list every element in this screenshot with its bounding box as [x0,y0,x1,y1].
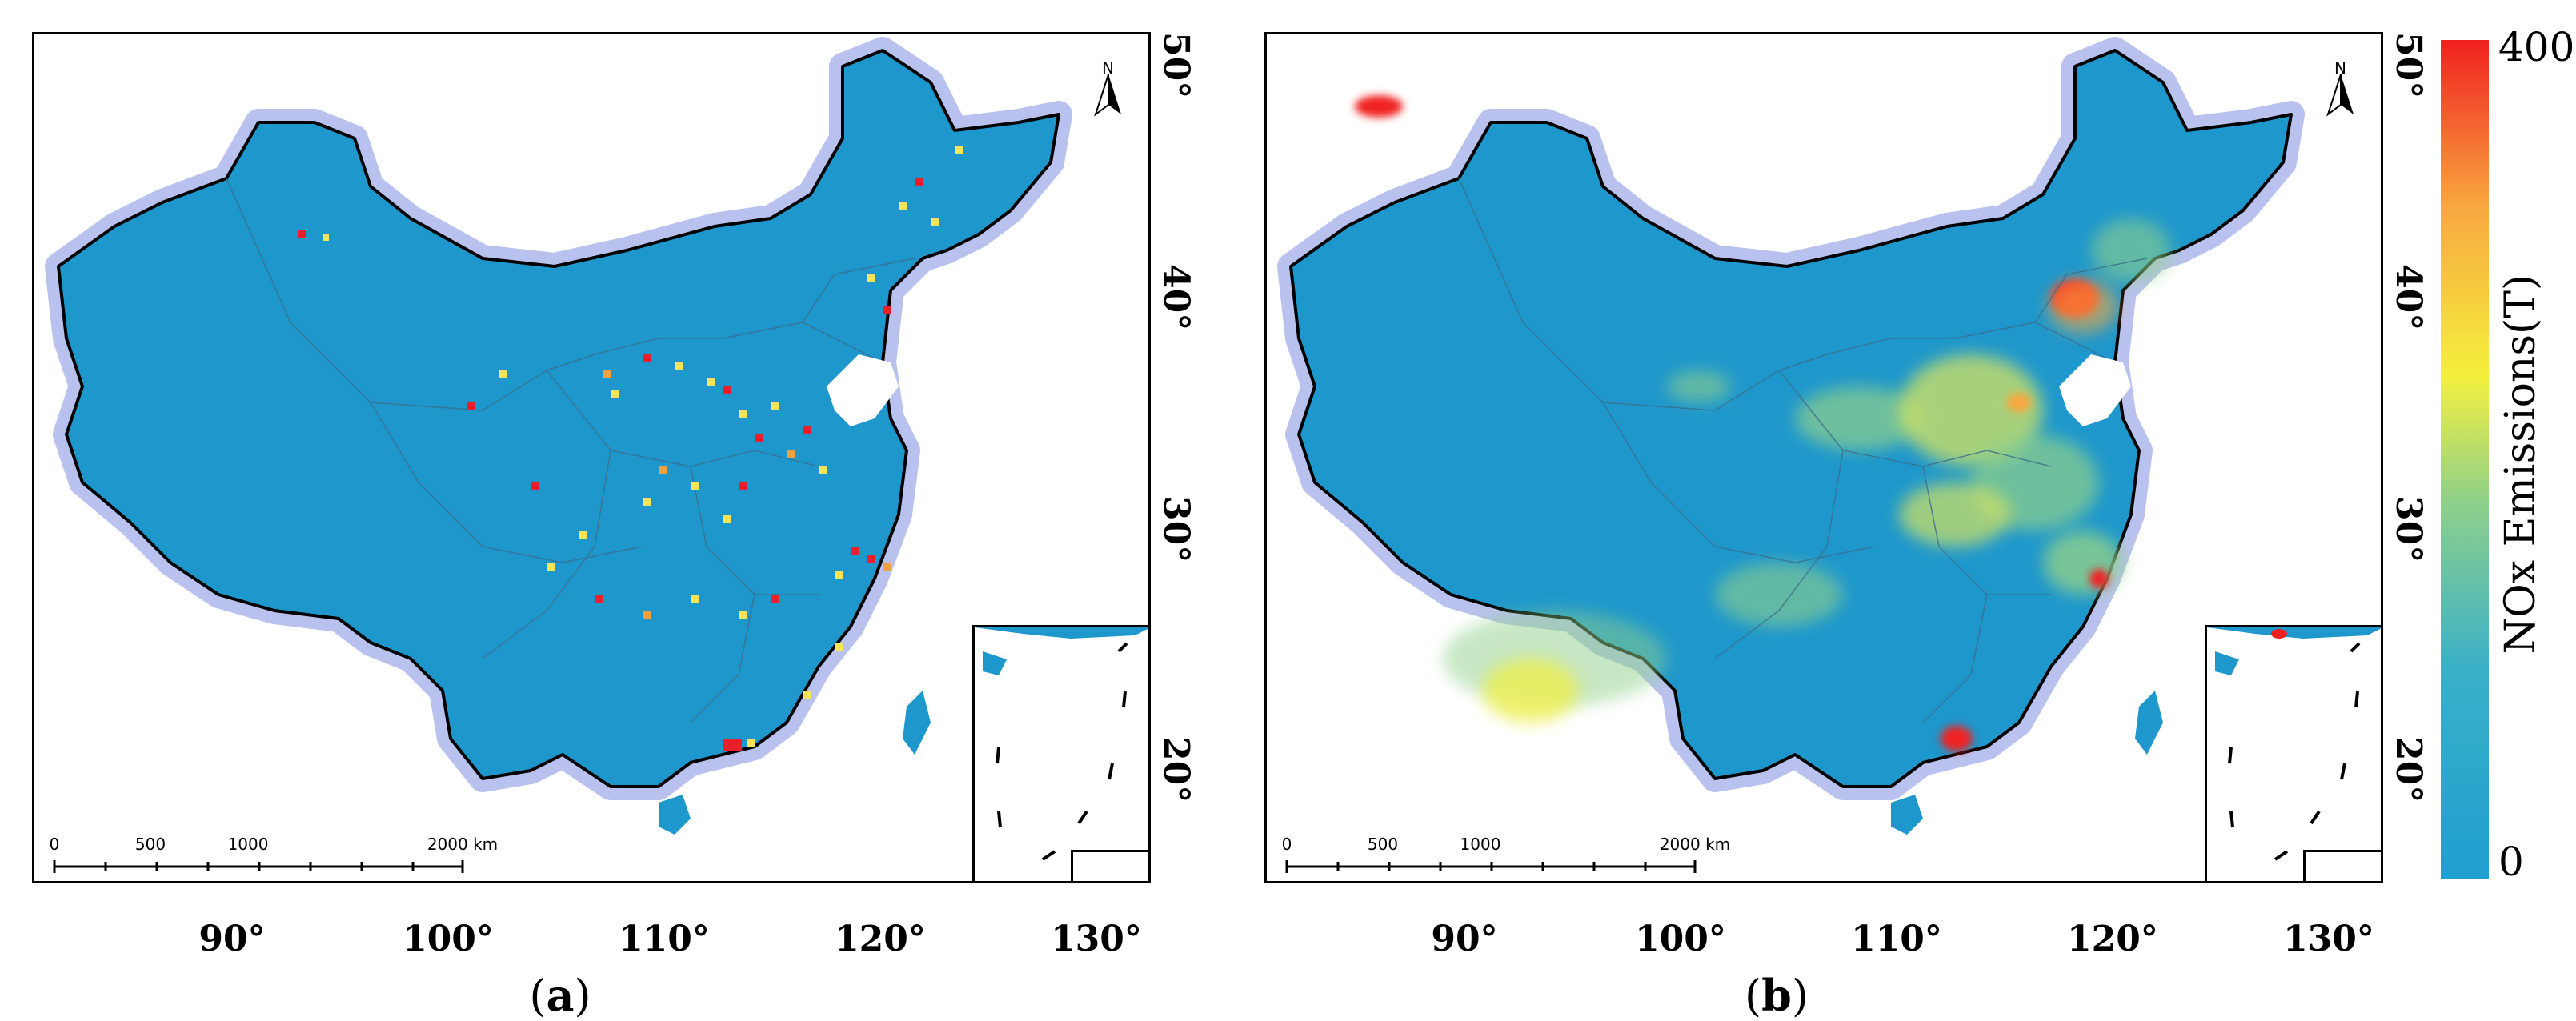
lat-tick-40-a: 40° [1156,264,1196,331]
emission-cells-a [298,146,963,751]
lon-tick-110-a: 110° [619,919,710,959]
scale-label-1000: 1000 [227,835,269,854]
lon-tick-100-b: 100° [1635,919,1726,959]
lat-tick-30-b: 30° [2388,496,2429,563]
south-china-sea-inset-b [2205,625,2381,881]
province-borders-a [226,178,915,723]
lon-tick-110-b: 110° [1851,919,1942,959]
north-arrow-icon [2326,74,2354,117]
scale-label-0: 0 [49,835,60,854]
china-map-b [1277,37,2305,835]
inset-box-a [1071,850,1148,881]
inset-map-b [2207,627,2381,861]
lat-tick-20-a: 20° [1156,736,1196,803]
scale-label-500: 500 [134,835,166,854]
colorbar [2441,40,2489,879]
lat-tick-20-b: 20° [2388,736,2429,803]
caption-letter-b: b [1761,970,1792,1021]
province-borders-b [1458,178,2148,723]
taiwan-island-a [903,691,931,755]
north-arrow-b: N [2325,58,2357,122]
scale-bar-b: 0 500 1000 2000 km [1279,835,1730,881]
north-label-b: N [2334,58,2346,78]
scale-label-1000: 1000 [1460,835,1501,854]
north-arrow-a: N [1092,58,1124,122]
lon-tick-100-a: 100° [403,919,494,959]
map-frame-a: N 0 500 1000 2000 km [32,32,1151,883]
caption-a: (a) [529,970,591,1021]
inset-map-a [975,627,1148,861]
colorbar-max-label: 400 [2498,24,2575,70]
china-land-b [1289,49,2293,788]
bohai-sea-a [827,354,899,426]
lat-tick-50-b: 50° [2388,32,2429,99]
inset-box-b [2303,850,2381,881]
colorbar-title: NOx Emissions(T) [2497,274,2545,655]
lon-tick-120-b: 120° [2067,919,2158,959]
map-panel-a: N 0 500 1000 2000 km [32,32,1196,1021]
bohai-sea-b [2059,354,2131,426]
lat-tick-40-b: 40° [2388,264,2429,331]
china-map-a [45,37,1072,835]
colorbar-min-label: 0 [2498,839,2524,885]
scale-label-2000: 2000 km [427,835,499,854]
china-land-a [57,49,1060,788]
north-arrow-icon [1094,74,1121,117]
caption-b: (b) [1745,970,1809,1021]
scale-bar-line-b [1285,860,1697,873]
taiwan-island-b [2135,691,2163,755]
lon-tick-90-b: 90° [1431,919,1498,959]
hainan-island-b [1891,795,1923,835]
scale-bar-line-a [53,860,464,873]
north-label-a: N [1102,58,1114,78]
hainan-island-a [659,795,691,835]
lat-tick-30-a: 30° [1156,496,1196,563]
lon-tick-120-a: 120° [835,919,926,959]
lon-tick-90-a: 90° [198,919,266,959]
scale-label-2000: 2000 km [1659,835,1731,854]
map-frame-b: N 0 500 1000 2000 km [1264,32,2383,883]
emission-surface-b [1355,95,2171,751]
scale-label-500: 500 [1367,835,1399,854]
scale-bar-a: 0 500 1000 2000 km [46,835,498,881]
lon-tick-130-b: 130° [2283,919,2374,959]
south-china-sea-inset-a [972,625,1148,881]
lat-tick-50-a: 50° [1156,32,1196,99]
caption-letter-a: a [546,970,575,1021]
map-panel-b: N 0 500 1000 2000 km [1264,32,2429,1021]
scale-label-0: 0 [1281,835,1292,854]
lon-tick-130-a: 130° [1051,919,1142,959]
